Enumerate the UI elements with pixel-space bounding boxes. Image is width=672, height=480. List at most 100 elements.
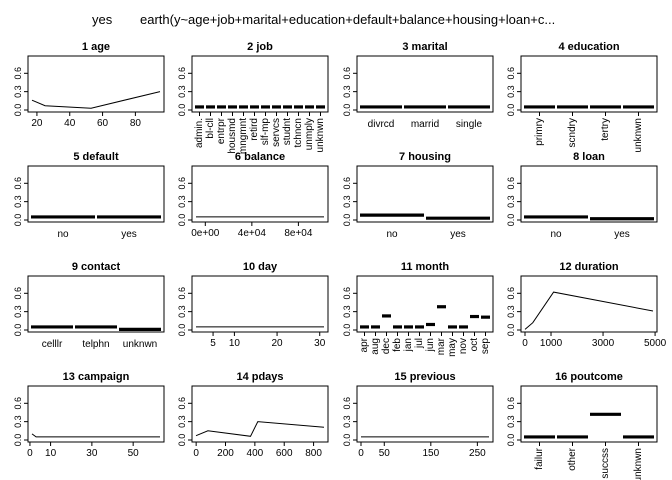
- plot-box: [520, 385, 658, 443]
- panel-title: 1 age: [82, 41, 110, 53]
- y-tick-label: 0.0: [506, 104, 516, 117]
- x-tick-label: 600: [276, 448, 293, 459]
- x-tick-label: 0: [522, 338, 528, 349]
- y-tick-label: 0.0: [13, 434, 23, 447]
- figure-title-response: yes: [92, 12, 113, 27]
- y-tick-label: 0.0: [342, 214, 352, 227]
- x-tick-label: bl-cll: [205, 118, 216, 139]
- panel-title: 14 pdays: [236, 371, 283, 383]
- y-tick-label: 0.0: [342, 324, 352, 337]
- panel-title: 8 loan: [573, 151, 605, 163]
- y-tick-label: 0.0: [506, 434, 516, 447]
- x-tick-label: sep: [480, 338, 491, 355]
- x-tick-label: feb: [392, 338, 403, 352]
- y-tick-label: 0.0: [342, 434, 352, 447]
- x-tick-label: 20: [272, 338, 284, 349]
- y-tick-label: 0.0: [506, 324, 516, 337]
- y-tick-label: 0.3: [342, 85, 352, 98]
- x-tick-label: servcs: [271, 118, 282, 147]
- x-tick-label: tertry: [600, 118, 611, 141]
- x-tick-label: yes: [121, 229, 137, 240]
- x-tick-label: no: [550, 229, 562, 240]
- plot-box: [191, 55, 329, 113]
- y-tick-label: 0.3: [13, 415, 23, 428]
- panel-9: 9 contact 0.0 0.3 0.6 celllr telphn unknwn: [13, 261, 165, 350]
- panel-8: 8 loan 0.0 0.3 0.6 no yes: [506, 151, 658, 240]
- y-tick-label: 0.0: [177, 214, 187, 227]
- x-tick-label: telphn: [82, 339, 109, 350]
- panel-title: 10 day: [243, 261, 278, 273]
- x-tick-label: entrpr: [216, 117, 227, 144]
- y-tick-label: 0.0: [506, 214, 516, 227]
- x-tick-label: 0: [193, 448, 199, 459]
- x-tick-label: 8e+04: [284, 228, 313, 239]
- x-tick-label: 0: [27, 448, 33, 459]
- x-tick-label: 60: [97, 118, 109, 129]
- x-tick-label: succss: [600, 448, 611, 479]
- panel-title: 12 duration: [559, 261, 619, 273]
- y-tick-label: 0.3: [177, 195, 187, 208]
- panel-title: 15 previous: [394, 371, 455, 383]
- x-tick-label: 30: [314, 338, 326, 349]
- plot-box: [356, 385, 494, 443]
- panel-7: 7 housing 0.0 0.3 0.6 no yes: [342, 151, 494, 240]
- x-tick-label: other: [567, 447, 578, 470]
- x-tick-label: oct: [469, 338, 480, 352]
- y-tick-label: 0.6: [13, 67, 23, 80]
- x-tick-label: 400: [247, 448, 264, 459]
- panels-grid: 1 age 0.0 0.3 0.6 20 40 60 80 2 job 0.0 0.3 0.6 admi…: [13, 41, 667, 480]
- y-tick-label: 0.0: [13, 104, 23, 117]
- panel-title: 16 poutcome: [555, 371, 623, 383]
- y-tick-label: 0.6: [506, 67, 516, 80]
- y-tick-label: 0.6: [342, 287, 352, 300]
- y-tick-label: 0.6: [177, 397, 187, 410]
- y-tick-label: 0.3: [177, 305, 187, 318]
- panel-10: 10 day 0.0 0.3 0.6 5 10 20 30: [177, 261, 329, 349]
- y-tick-label: 0.6: [177, 287, 187, 300]
- plot-box: [520, 275, 658, 333]
- x-tick-label: retird: [249, 118, 260, 141]
- x-tick-label: mngmnt: [238, 118, 249, 154]
- x-tick-label: yes: [614, 229, 630, 240]
- x-tick-label: celllr: [42, 339, 63, 350]
- y-tick-label: 0.0: [177, 104, 187, 117]
- plot-box: [191, 165, 329, 223]
- x-tick-label: 4e+04: [238, 228, 267, 239]
- panel-title: 3 marital: [402, 41, 447, 53]
- plot-box: [27, 275, 165, 333]
- x-tick-label: 20: [31, 118, 43, 129]
- panel-6: 6 balance 0.0 0.3 0.6 0e+00 4e+04 8e+04: [177, 151, 329, 239]
- y-tick-label: 0.0: [177, 324, 187, 337]
- panel-1: 1 age 0.0 0.3 0.6 20 40 60 80: [13, 41, 165, 129]
- panel-14: 14 pdays 0.0 0.3 0.6 0 200 400 600 800: [177, 371, 329, 459]
- y-tick-label: 0.6: [177, 67, 187, 80]
- x-tick-label: 50: [128, 448, 140, 459]
- y-tick-label: 0.0: [13, 324, 23, 337]
- panel-11: 11 month 0.0 0.3 0.6 apr aug dec feb jan jul jun ma…: [342, 261, 494, 357]
- plot-box: [191, 385, 329, 443]
- x-tick-label: aug: [370, 338, 381, 355]
- panel-title: 4 education: [558, 41, 619, 53]
- y-tick-label: 0.6: [342, 177, 352, 190]
- figure-title-model-call: earth(y~age+job+marital+education+defaul…: [140, 12, 555, 27]
- panel-2: 2 job 0.0 0.3 0.6 admin. bl-cll entrpr housmd mn…: [177, 41, 329, 154]
- y-tick-label: 0.3: [506, 415, 516, 428]
- y-tick-label: 0.6: [342, 397, 352, 410]
- x-tick-label: 0: [358, 448, 364, 459]
- x-tick-label: unknwn: [633, 448, 644, 480]
- plot-box: [356, 275, 494, 333]
- panel-title: 5 default: [73, 151, 119, 163]
- x-tick-label: jun: [425, 338, 436, 352]
- x-tick-label: 800: [305, 448, 322, 459]
- plot-box: [520, 165, 658, 223]
- x-tick-label: 30: [86, 448, 98, 459]
- y-tick-label: 0.6: [13, 177, 23, 190]
- x-tick-label: tchncn: [293, 118, 304, 147]
- y-tick-label: 0.6: [506, 287, 516, 300]
- x-tick-label: unknwn: [633, 118, 644, 152]
- x-tick-label: 250: [469, 448, 486, 459]
- x-tick-label: yes: [450, 229, 466, 240]
- plot-box: [27, 385, 165, 443]
- x-tick-label: divrcd: [368, 119, 395, 130]
